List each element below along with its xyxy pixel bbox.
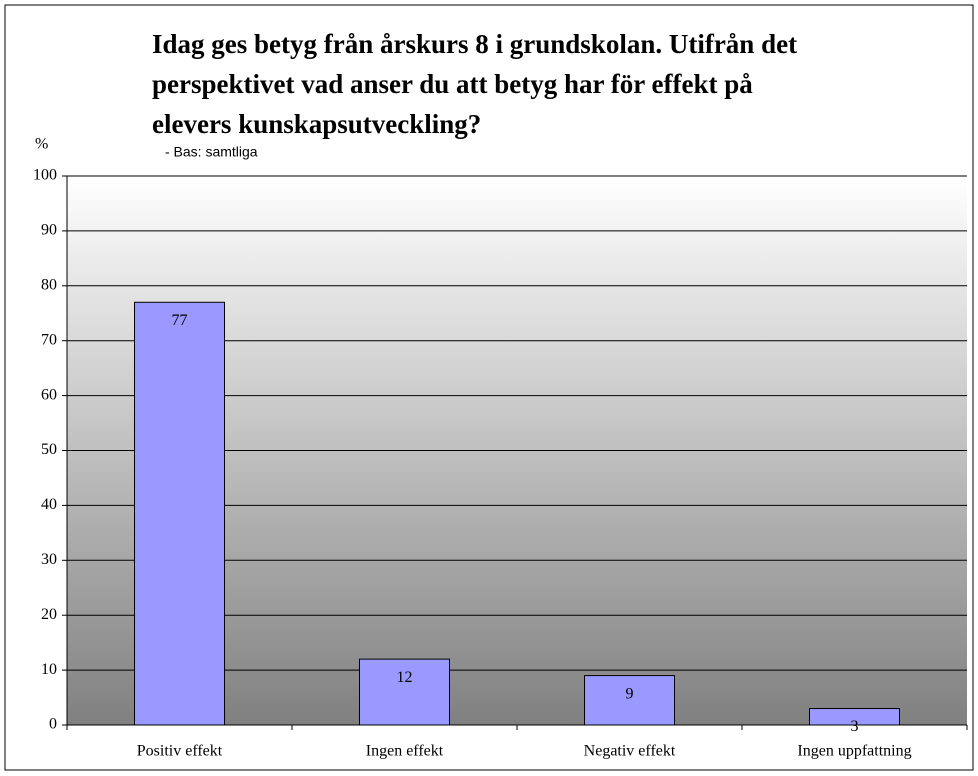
x-tick-label: Negativ effekt bbox=[584, 743, 676, 760]
x-tick-label: Positiv effekt bbox=[137, 743, 223, 760]
y-axis-label: % bbox=[35, 136, 48, 153]
x-tick-label: Ingen uppfattning bbox=[797, 743, 911, 760]
chart-subtitle: - Bas: samtliga bbox=[165, 144, 258, 160]
chart-title: perspektivet vad anser du att betyg har … bbox=[152, 69, 753, 99]
y-tick-label: 100 bbox=[33, 167, 57, 184]
bar bbox=[134, 301, 225, 726]
data-label: 12 bbox=[397, 669, 413, 686]
y-tick-label: 70 bbox=[41, 331, 57, 348]
bar bbox=[359, 658, 450, 726]
y-tick-label: 10 bbox=[41, 661, 57, 678]
y-tick-label: 60 bbox=[41, 386, 57, 403]
chart-title: Idag ges betyg från årskurs 8 i grundsko… bbox=[152, 29, 797, 59]
y-tick-label: 80 bbox=[41, 276, 57, 293]
y-tick-label: 20 bbox=[41, 606, 57, 623]
bar bbox=[584, 675, 675, 726]
y-tick-label: 30 bbox=[41, 551, 57, 568]
y-tick-label: 40 bbox=[41, 496, 57, 513]
y-tick-label: 50 bbox=[41, 441, 57, 458]
data-label: 9 bbox=[626, 685, 634, 702]
data-label: 3 bbox=[851, 718, 859, 735]
y-tick-label: 0 bbox=[49, 716, 57, 733]
chart-title: elevers kunskapsutveckling? bbox=[152, 109, 481, 139]
x-tick-label: Ingen effekt bbox=[366, 743, 444, 760]
data-label: 77 bbox=[172, 312, 188, 329]
y-tick-label: 90 bbox=[41, 222, 57, 239]
